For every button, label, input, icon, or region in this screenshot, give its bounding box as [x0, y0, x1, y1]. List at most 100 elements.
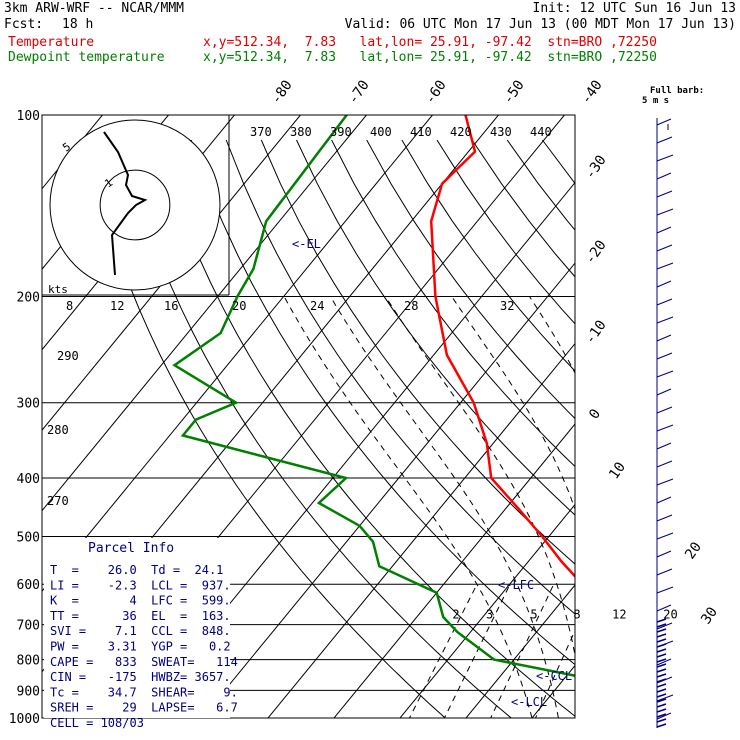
wind-barb [656, 172, 672, 180]
mixing-ratio-line [624, 584, 684, 731]
dewpoint-location: x,y=512.34, 7.83 lat,lon= 25.91, -97.42 … [203, 50, 657, 65]
model-title: 3km ARW-WRF -- NCAR/MMM [4, 1, 185, 16]
wind-barb [656, 628, 667, 633]
theta-side-label: 290 [57, 349, 79, 363]
init-time: Init: 12 UTC Sun 16 Jun 13 [532, 1, 737, 16]
mixing-ratio-label: 20 [663, 608, 677, 622]
wind-barb [656, 638, 667, 643]
wind-barb [656, 478, 674, 486]
isotherm-line [267, 342, 575, 718]
wind-barb [656, 658, 667, 663]
wind-barb [656, 663, 667, 668]
plot-frame [41, 114, 576, 719]
skewed-temp-label: 30 [698, 604, 721, 627]
theta-label: 370 [250, 125, 272, 139]
dewpoint-profile [172, 115, 575, 678]
wind-barb [656, 424, 674, 432]
parcel-info-line: SREH = 29 LAPSE= 6.7 [50, 701, 238, 715]
mixing-ratio-line [490, 584, 555, 718]
wind-barb [656, 496, 672, 504]
parcel-info-line: K = 4 LFC = 599. [50, 594, 231, 608]
mixing-ratio-label: 3 [486, 608, 493, 622]
hodograph-ring-label: 12 [110, 299, 124, 313]
lcl-annotation: <-LCL [511, 695, 547, 709]
dry-adiabat [683, 140, 740, 731]
skewed-temp-label: 20 [682, 539, 705, 562]
parcel-info-line: T = 26.0 Td = 24.1 [50, 563, 223, 577]
parcel-info-line: TT = 36 EL = 163. [50, 609, 231, 623]
isotherm-line [0, 115, 36, 731]
hodograph-units: kts [48, 283, 68, 296]
skewed-temp-label: -40 [578, 77, 606, 107]
mixing-ratio-line [570, 584, 634, 731]
dry-adiabat [85, 139, 446, 718]
valid-time: Valid: 06 UTC Mon 17 Jun 13 (00 MDT Mon … [344, 17, 736, 32]
mixing-ratio-label: 2 [452, 608, 459, 622]
wind-barb [656, 298, 673, 306]
moist-adiabat [283, 296, 533, 718]
forecast-hour: 18 h [62, 17, 94, 32]
wind-barb [656, 550, 672, 558]
theta-label: 390 [330, 125, 352, 139]
theta-label: 380 [290, 125, 312, 139]
hodograph-ring-label: 20 [232, 299, 246, 313]
dry-adiabat [506, 139, 575, 231]
wind-barb [656, 190, 673, 198]
wind-barb [656, 693, 667, 698]
dry-adiabat [648, 140, 740, 731]
pressure-label: 800 [17, 654, 40, 669]
pressure-label: 200 [17, 291, 40, 306]
dry-adiabat [331, 139, 575, 468]
wind-barb [656, 633, 667, 638]
pressure-label: 1000 [9, 712, 40, 727]
parcel-info-line: LI = -2.3 LCL = 937. [50, 578, 231, 592]
wind-barb [656, 136, 673, 144]
mixing-ratio-label: 5 [530, 608, 537, 622]
moist-adiabat [529, 296, 575, 375]
theta-label: 440 [530, 125, 552, 139]
barb-legend-title: Full barb: [650, 86, 704, 96]
dry-adiabat [542, 139, 575, 185]
parcel-info-box [44, 538, 230, 718]
wind-barb [656, 618, 667, 623]
parcel-info-line: CIN = -175 HWBZ= 3657. [50, 670, 231, 684]
dewpoint-legend: Dewpoint temperature [8, 50, 165, 65]
wind-barb [656, 643, 667, 648]
pressure-label: 500 [17, 530, 40, 545]
wind-barb [656, 698, 667, 703]
dry-adiabat [718, 140, 740, 731]
wind-barb [656, 683, 667, 688]
theta-label: 410 [410, 125, 432, 139]
wind-barb [656, 622, 673, 630]
el-annotation: <-EL [292, 237, 321, 251]
hodograph-inner-ring [99, 169, 171, 241]
parcel-info-line: CELL = 108/03 [50, 716, 144, 730]
wind-barb [656, 653, 667, 658]
parcel-info-line: SVI = 7.1 CCL = 848. [50, 624, 231, 638]
wind-barb [656, 388, 672, 396]
dry-adiabat [120, 139, 512, 718]
hodograph-ring-label: 8 [66, 299, 73, 313]
hodograph-ring-label: 28 [404, 299, 418, 313]
wind-barb [656, 678, 667, 683]
isotherm-line [42, 115, 367, 512]
skewed-temp-label: 10 [606, 459, 629, 482]
temperature-profile [429, 115, 575, 579]
wind-barb [656, 262, 674, 270]
wind-barb [656, 406, 673, 414]
isotherm-line [42, 115, 433, 592]
parcel-info-line: Tc = 34.7 SHEAR= 9. [50, 685, 238, 699]
wind-barb [656, 316, 674, 324]
skewed-temp-label: -70 [345, 77, 373, 107]
wind-barb [656, 442, 672, 450]
wind-barb [656, 703, 667, 708]
dry-adiabat [155, 139, 575, 717]
moist-adiabat [329, 296, 559, 718]
wind-barb [656, 244, 673, 252]
parcel-info-line: PW = 3.31 YGP = 0.2 [50, 640, 231, 654]
skewed-temp-label: -30 [582, 152, 610, 182]
isotherm-line [720, 115, 740, 731]
barb-legend-units: 5 m s [642, 96, 669, 106]
skewed-temp-label: 0 [586, 406, 604, 422]
forecast-label: Fcst: [4, 17, 44, 32]
